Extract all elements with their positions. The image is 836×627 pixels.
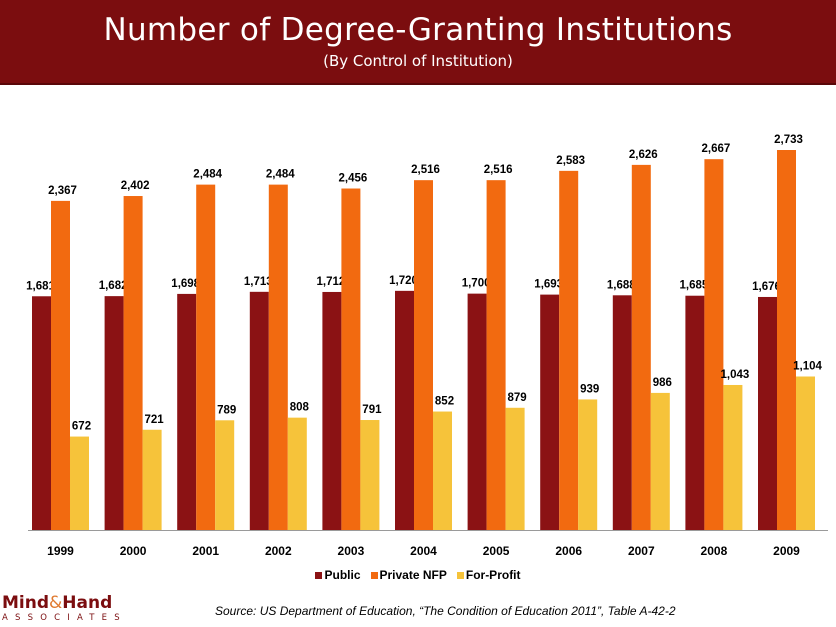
bar-for-profit-2008 xyxy=(723,384,743,530)
bar-private-nfp-2002 xyxy=(268,184,288,531)
x-tick-label-2004: 2004 xyxy=(410,544,437,558)
bar-private-nfp-2005 xyxy=(486,180,506,530)
bar-public-2008 xyxy=(685,295,705,530)
bar-public-2000 xyxy=(104,296,124,530)
bar-for-profit-2000 xyxy=(142,429,162,530)
bar-private-nfp-2000 xyxy=(123,196,143,530)
legend-swatch-public xyxy=(315,571,323,579)
bar-private-nfp-2009 xyxy=(777,150,796,530)
legend-label-for-profit: For-Profit xyxy=(465,568,521,582)
x-tick-label-2002: 2002 xyxy=(265,544,292,558)
bar-public-2003 xyxy=(322,291,342,530)
data-label-for-profit-2008: 1,043 xyxy=(721,369,750,381)
data-label-private-nfp-2002: 2,484 xyxy=(266,169,295,181)
bar-public-2001 xyxy=(177,293,197,530)
data-label-private-nfp-1999: 2,367 xyxy=(48,185,77,197)
chart-legend: Public Private NFP For-Profit xyxy=(0,568,836,582)
legend-swatch-private-nfp xyxy=(370,571,378,579)
data-label-public-2009: 1,676 xyxy=(752,281,781,293)
data-label-private-nfp-2001: 2,484 xyxy=(193,169,222,181)
bar-public-2009 xyxy=(758,296,777,530)
data-label-public-2001: 1,698 xyxy=(171,278,200,290)
bar-private-nfp-2001 xyxy=(196,184,216,531)
data-label-public-2005: 1,700 xyxy=(462,278,491,290)
title-banner: Number of Degree-Granting Institutions (… xyxy=(0,0,836,85)
data-label-public-2007: 1,688 xyxy=(607,279,636,291)
bar-public-1999 xyxy=(32,296,51,530)
data-label-private-nfp-2004: 2,516 xyxy=(411,164,440,176)
legend-item-private-nfp: Private NFP xyxy=(370,568,447,582)
bar-chart: 1,681 2,367 672 1999 1,682 2,402 721 2000 1,698 2… xyxy=(26,134,828,558)
logo-word-mind: Mind xyxy=(2,593,50,613)
bar-for-profit-2003 xyxy=(360,420,380,530)
data-label-for-profit-2003: 791 xyxy=(362,404,382,416)
x-tick-label-2003: 2003 xyxy=(338,544,365,558)
data-label-private-nfp-2005: 2,516 xyxy=(484,164,513,176)
bar-public-2007 xyxy=(612,295,632,530)
data-label-for-profit-2005: 879 xyxy=(508,392,527,404)
data-label-private-nfp-2006: 2,583 xyxy=(556,155,585,167)
x-tick-label-2007: 2007 xyxy=(628,544,655,558)
data-label-for-profit-2001: 789 xyxy=(217,404,236,416)
page-title: Number of Degree-Granting Institutions xyxy=(103,12,733,48)
data-label-for-profit-1999: 672 xyxy=(72,421,91,433)
logo-subtitle: ASSOCIATES xyxy=(2,613,127,623)
data-label-public-2002: 1,713 xyxy=(244,276,273,288)
bar-private-nfp-2004 xyxy=(414,180,433,530)
bar-for-profit-2001 xyxy=(215,420,235,530)
legend-label-private-nfp: Private NFP xyxy=(379,568,447,582)
x-tick-label-2006: 2006 xyxy=(555,544,582,558)
data-label-for-profit-2002: 808 xyxy=(290,402,310,414)
bar-public-2005 xyxy=(467,293,487,530)
bar-private-nfp-2008 xyxy=(704,159,724,530)
x-tick-label-2000: 2000 xyxy=(120,544,147,558)
bar-private-nfp-2003 xyxy=(341,188,361,530)
legend-item-for-profit: For-Profit xyxy=(456,568,521,582)
company-logo: Mind&Hand ASSOCIATES xyxy=(2,594,127,624)
page-subtitle: (By Control of Institution) xyxy=(323,52,513,70)
data-label-for-profit-2000: 721 xyxy=(145,414,165,426)
x-tick-label-2009: 2009 xyxy=(773,544,800,558)
legend-swatch-for-profit xyxy=(456,571,464,579)
bar-for-profit-2009 xyxy=(796,376,815,530)
bar-public-2002 xyxy=(249,291,269,530)
data-label-public-1999: 1,681 xyxy=(26,280,55,292)
data-label-public-2004: 1,720 xyxy=(389,275,418,287)
bar-private-nfp-1999 xyxy=(51,200,70,530)
bar-public-2006 xyxy=(540,294,560,530)
bar-for-profit-2004 xyxy=(433,411,452,530)
data-label-for-profit-2004: 852 xyxy=(435,396,454,408)
x-tick-label-2001: 2001 xyxy=(192,544,219,558)
data-label-private-nfp-2007: 2,626 xyxy=(629,149,658,161)
bar-for-profit-2005 xyxy=(505,407,525,530)
data-label-private-nfp-2009: 2,733 xyxy=(774,134,803,146)
data-label-for-profit-2009: 1,104 xyxy=(793,360,822,372)
data-label-public-2000: 1,682 xyxy=(99,280,128,292)
x-tick-label-2008: 2008 xyxy=(701,544,728,558)
x-tick-label-2005: 2005 xyxy=(483,544,510,558)
data-label-public-2008: 1,685 xyxy=(680,280,709,292)
data-label-private-nfp-2000: 2,402 xyxy=(121,180,150,192)
logo-word-hand: Hand xyxy=(62,593,113,613)
data-label-public-2003: 1,712 xyxy=(317,276,346,288)
data-label-for-profit-2007: 986 xyxy=(653,377,672,389)
bar-private-nfp-2006 xyxy=(559,170,579,530)
bar-for-profit-2002 xyxy=(287,417,307,530)
bar-for-profit-2007 xyxy=(650,392,670,530)
bar-public-2004 xyxy=(395,290,414,530)
data-label-public-2006: 1,693 xyxy=(534,279,563,291)
logo-ampersand: & xyxy=(49,593,63,613)
data-label-for-profit-2006: 939 xyxy=(580,383,599,395)
data-label-private-nfp-2008: 2,667 xyxy=(702,143,731,155)
legend-item-public: Public xyxy=(315,568,361,582)
bar-private-nfp-2007 xyxy=(631,164,651,530)
source-note: Source: US Department of Education, “The… xyxy=(215,604,676,618)
data-label-private-nfp-2003: 2,456 xyxy=(339,173,368,185)
bar-for-profit-1999 xyxy=(70,436,89,530)
bar-for-profit-2006 xyxy=(578,399,598,530)
x-tick-label-1999: 1999 xyxy=(47,544,74,558)
legend-label-public: Public xyxy=(324,568,361,582)
